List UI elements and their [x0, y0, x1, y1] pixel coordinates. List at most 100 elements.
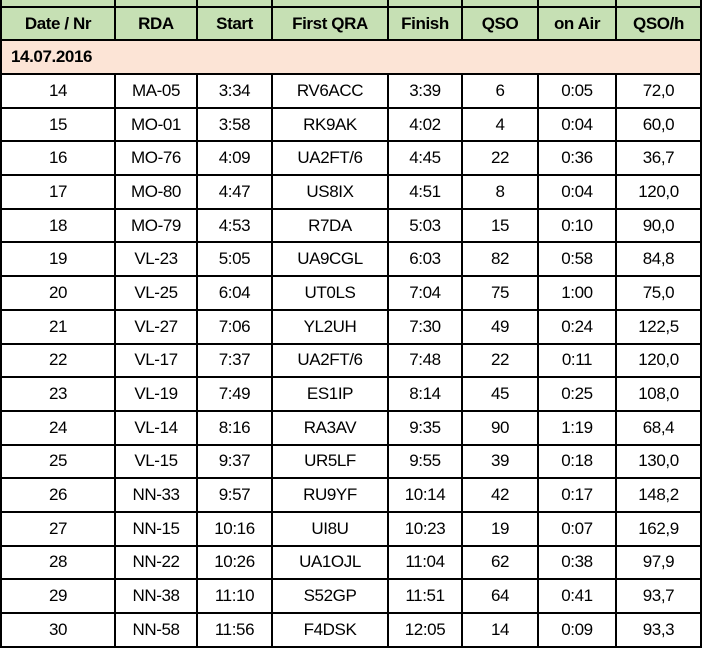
cell: 130,0 — [615, 443, 702, 480]
cell: 8:14 — [387, 376, 463, 412]
cell: 93,7 — [615, 578, 702, 614]
cell: F4DSK — [271, 612, 389, 648]
cell: US8IX — [271, 174, 389, 210]
cell: 14 — [461, 612, 539, 648]
table-row: 17 MO-80 4:47 US8IX 4:51 8 0:04 120,0 — [0, 174, 702, 210]
cell: 82 — [461, 241, 539, 278]
cell: 11:04 — [387, 544, 463, 581]
column-header: QSO/h — [615, 6, 702, 41]
cell: RV6ACC — [271, 73, 389, 109]
partial-cell — [0, 0, 116, 8]
cell: UA2FT/6 — [271, 140, 389, 177]
cell: 25 — [0, 443, 116, 480]
cell: 0:04 — [537, 174, 617, 210]
cell: 4 — [461, 106, 539, 143]
cell: 3:39 — [387, 73, 463, 109]
cell: 22 — [461, 140, 539, 177]
table-row: 14 MA-05 3:34 RV6ACC 3:39 6 0:05 72,0 — [0, 73, 702, 109]
cell: 4:53 — [196, 207, 273, 244]
cell: 4:47 — [196, 174, 273, 210]
cell: 7:04 — [387, 275, 463, 311]
cell: 60,0 — [615, 106, 702, 143]
cell: NN-15 — [114, 510, 198, 547]
cell: 7:37 — [196, 342, 273, 379]
cell: VL-17 — [114, 342, 198, 379]
table-row: 25 VL-15 9:37 UR5LF 9:55 39 0:18 130,0 — [0, 443, 702, 480]
cell: 45 — [461, 376, 539, 412]
cell: 28 — [0, 544, 116, 581]
cell: 1:00 — [537, 275, 617, 311]
cell: RK9AK — [271, 106, 389, 143]
cell: 11:56 — [196, 612, 273, 648]
table-row: 27 NN-15 10:16 UI8U 10:23 19 0:07 162,9 — [0, 510, 702, 547]
table-row: 19 VL-23 5:05 UA9CGL 6:03 82 0:58 84,8 — [0, 241, 702, 278]
cell: 42 — [461, 477, 539, 513]
cell: 10:14 — [387, 477, 463, 513]
cell: 0:11 — [537, 342, 617, 379]
column-header: RDA — [114, 6, 198, 41]
table-row: 22 VL-17 7:37 UA2FT/6 7:48 22 0:11 120,0 — [0, 342, 702, 379]
cell: 11:51 — [387, 578, 463, 614]
cell: 15 — [0, 106, 116, 143]
table-row: 26 NN-33 9:57 RU9YF 10:14 42 0:17 148,2 — [0, 477, 702, 513]
table-row: 23 VL-19 7:49 ES1IP 8:14 45 0:25 108,0 — [0, 376, 702, 412]
cell: 7:48 — [387, 342, 463, 379]
cell: 24 — [0, 409, 116, 446]
cell: 4:51 — [387, 174, 463, 210]
cell: 4:02 — [387, 106, 463, 143]
cell: 148,2 — [615, 477, 702, 513]
table-row: 20 VL-25 6:04 UT0LS 7:04 75 1:00 75,0 — [0, 275, 702, 311]
cell: 14 — [0, 73, 116, 109]
cell: 0:04 — [537, 106, 617, 143]
cell: 97,9 — [615, 544, 702, 581]
cell: 108,0 — [615, 376, 702, 412]
cell: 8 — [461, 174, 539, 210]
cell: YL2UH — [271, 308, 389, 345]
cell: VL-23 — [114, 241, 198, 278]
cell: 27 — [0, 510, 116, 547]
cell: 0:38 — [537, 544, 617, 581]
cell: 36,7 — [615, 140, 702, 177]
cell: 9:35 — [387, 409, 463, 446]
date-label: 14.07.2016 — [0, 39, 702, 75]
cell: 6 — [461, 73, 539, 109]
cell: 21 — [0, 308, 116, 345]
cell: MO-76 — [114, 140, 198, 177]
cell: MA-05 — [114, 73, 198, 109]
cell: UR5LF — [271, 443, 389, 480]
cell: VL-25 — [114, 275, 198, 311]
column-header: on Air — [537, 6, 617, 41]
cell: MO-01 — [114, 106, 198, 143]
cell: VL-14 — [114, 409, 198, 446]
cell: 5:05 — [196, 241, 273, 278]
cell: 3:58 — [196, 106, 273, 143]
cell: 84,8 — [615, 241, 702, 278]
cell: 16 — [0, 140, 116, 177]
cell: MO-79 — [114, 207, 198, 244]
column-header: First QRA — [271, 6, 389, 41]
cell: NN-58 — [114, 612, 198, 648]
cell: 22 — [461, 342, 539, 379]
cell: 162,9 — [615, 510, 702, 547]
partial-cell — [387, 0, 463, 8]
cell: 11:10 — [196, 578, 273, 614]
cell: 29 — [0, 578, 116, 614]
cell: 0:07 — [537, 510, 617, 547]
cell: RA3AV — [271, 409, 389, 446]
cell: 15 — [461, 207, 539, 244]
cell: VL-19 — [114, 376, 198, 412]
cell: 5:03 — [387, 207, 463, 244]
table-row: 29 NN-38 11:10 S52GP 11:51 64 0:41 93,7 — [0, 578, 702, 614]
table-row: 30 NN-58 11:56 F4DSK 12:05 14 0:09 93,3 — [0, 612, 702, 648]
cell: 7:49 — [196, 376, 273, 412]
cell: 0:41 — [537, 578, 617, 614]
cell: 17 — [0, 174, 116, 210]
cell: 18 — [0, 207, 116, 244]
cell: 19 — [461, 510, 539, 547]
cell: 0:05 — [537, 73, 617, 109]
cell: 64 — [461, 578, 539, 614]
cell: 30 — [0, 612, 116, 648]
cell: 10:26 — [196, 544, 273, 581]
cell: 12:05 — [387, 612, 463, 648]
